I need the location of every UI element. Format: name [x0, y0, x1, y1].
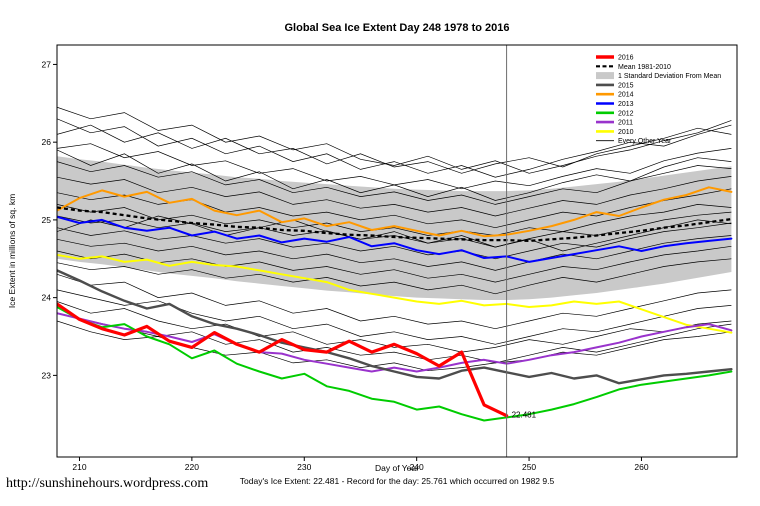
x-tick-label: 210	[72, 462, 86, 472]
y-tick-label: 26	[42, 137, 52, 147]
series-line-2012	[57, 306, 733, 422]
x-tick-label: 260	[634, 462, 648, 472]
other-year-line	[57, 143, 732, 190]
stddev-band	[57, 156, 732, 300]
other-year-line	[57, 301, 732, 353]
other-year-line	[57, 118, 732, 178]
legend-label: Every Other Year	[618, 138, 672, 145]
plot-series-layer	[57, 106, 733, 422]
x-tick-label: 240	[410, 462, 424, 472]
other-year-line	[57, 211, 732, 248]
legend-label: 2014	[618, 92, 634, 99]
current-value-annotation: 22.481	[512, 411, 537, 420]
series-line-2011	[57, 312, 733, 373]
legend-label: 2012	[618, 110, 634, 117]
series-line-2016	[57, 302, 509, 418]
other-year-line	[57, 176, 732, 217]
other-year-line	[57, 273, 732, 330]
other-year-line	[57, 258, 732, 295]
legend: 2016 Mean 1981-2010 1 Standard Deviation F…	[596, 55, 721, 145]
x-tick-label: 220	[185, 462, 199, 472]
series-line-2015	[57, 269, 733, 385]
other-year-line	[57, 124, 732, 174]
plot-frame	[56, 44, 738, 458]
series-line-2013	[57, 215, 733, 263]
legend-label: 1 Standard Deviation From Mean	[618, 73, 721, 80]
series-line-2014	[57, 186, 733, 238]
y-tick-label: 25	[42, 215, 52, 225]
other-year-line	[57, 222, 732, 260]
legend-label: 2011	[618, 120, 633, 127]
x-axis-label: Day of Year	[375, 463, 419, 473]
site-url[interactable]: http://sunshinehours.wordpress.com	[6, 476, 208, 491]
legend-label: Mean 1981-2010	[618, 64, 671, 71]
legend-label: 2016	[618, 55, 634, 62]
y-axis-label: Ice Extent in millions of sq. km	[7, 194, 17, 308]
y-tick-label: 27	[42, 59, 52, 69]
other-year-line	[57, 235, 732, 271]
legend-label: 2010	[618, 129, 634, 136]
y-tick-label: 23	[42, 370, 52, 380]
mean-line	[57, 206, 732, 243]
footer-summary: Today's Ice Extent: 22.481 - Record for …	[240, 476, 555, 486]
plot-area: 22.481 210 220 230 240 250 260 23 24 25 26 27 2016 Me…	[42, 44, 738, 472]
legend-label: 2015	[618, 82, 634, 89]
x-tick-label: 250	[522, 462, 536, 472]
other-year-line	[57, 215, 732, 252]
legend-label: 2013	[618, 101, 634, 108]
other-year-line	[57, 161, 732, 205]
legend-swatch-band	[596, 72, 614, 80]
other-year-line	[57, 106, 732, 174]
chart-title: Global Sea Ice Extent Day 248 1978 to 20…	[284, 22, 509, 34]
other-year-line	[57, 312, 732, 364]
y-tick-label: 24	[42, 293, 52, 303]
x-tick-label: 230	[297, 462, 311, 472]
other-year-line	[57, 245, 732, 283]
series-line-2010	[57, 253, 733, 334]
